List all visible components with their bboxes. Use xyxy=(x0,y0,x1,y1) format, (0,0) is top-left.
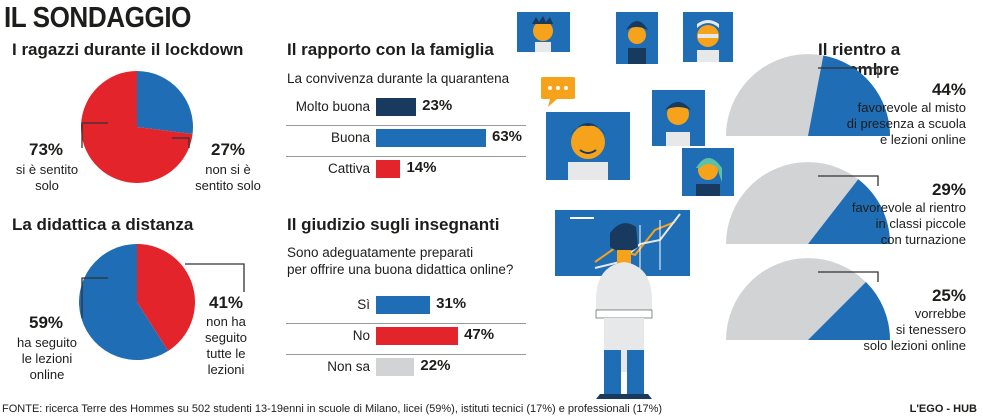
screen-6-icon xyxy=(682,148,734,196)
screen-4-icon xyxy=(546,112,630,180)
rientro-pct-1: 44% xyxy=(931,80,966,99)
insegnanti-subtitle: Sono adeguatamente preparati per offrire… xyxy=(287,244,513,278)
credit: L'EGO - HUB xyxy=(909,403,977,415)
lockdown-pie-slice-1 xyxy=(81,71,193,183)
teacher-figure-icon xyxy=(595,223,653,399)
lockdown-pie-slice-0 xyxy=(137,71,193,135)
label-line: vorrebbe xyxy=(914,306,966,321)
leader-line xyxy=(818,67,879,78)
label-line: favorevole al misto xyxy=(857,100,966,115)
rientro-gauge-value xyxy=(808,55,890,136)
famiglia-title: Il rapporto con la famiglia xyxy=(287,40,494,59)
rientro-label-2: favorevole al rientro in classi piccole … xyxy=(826,200,966,248)
label-line: favorevole al rientro xyxy=(851,200,966,215)
insegnanti-category-label: No xyxy=(352,328,370,343)
lockdown-left-pct: 73% xyxy=(28,140,64,159)
didattica-pie-slice-1 xyxy=(79,243,169,360)
label-line: con turnazione xyxy=(880,232,966,247)
page-title: IL SONDAGGIO xyxy=(4,2,191,34)
lockdown-right-pct: 27% xyxy=(210,140,246,159)
label-line: si tenessero xyxy=(895,322,966,337)
rientro-label-1: favorevole al misto di presenza a scuola… xyxy=(826,100,966,148)
lockdown-left-label: si è sentito solo xyxy=(10,162,84,194)
didattica-title: La didattica a distanza xyxy=(12,215,194,234)
insegnanti-bar xyxy=(376,358,415,376)
rientro-gauge-value xyxy=(808,282,890,340)
screen-3-icon xyxy=(683,12,733,62)
lockdown-right-label: non si è sentito solo xyxy=(186,162,270,194)
label-line: online xyxy=(29,367,65,382)
didattica-left-pct: 59% xyxy=(28,313,64,332)
didattica-right-pct: 41% xyxy=(208,293,244,312)
didattica-right-label: non ha seguito tutte le lezioni xyxy=(196,314,256,378)
label-line: si è sentito xyxy=(15,162,79,177)
label-line: di presenza a scuola xyxy=(846,116,966,131)
chat-bubble-icon xyxy=(541,77,575,107)
famiglia-category-label: Cattiva xyxy=(327,161,370,176)
famiglia-separator xyxy=(286,125,526,126)
leader-line xyxy=(818,175,879,186)
famiglia-bar xyxy=(376,160,401,178)
source-footer: FONTE: ricerca Terre des Hommes su 502 s… xyxy=(2,403,663,415)
rientro-pct-3: 25% xyxy=(931,286,966,305)
insegnanti-title: Il giudizio sugli insegnanti xyxy=(287,215,500,234)
label-line: sentito solo xyxy=(195,178,261,193)
label-line: in classi piccole xyxy=(875,216,966,231)
label-line: non si è xyxy=(205,162,251,177)
label-line: solo xyxy=(35,178,59,193)
label-line: tutte le xyxy=(206,346,246,361)
leader-line xyxy=(81,122,108,148)
famiglia-category-label: Buona xyxy=(330,130,370,145)
label-line: ha seguito xyxy=(17,335,77,350)
label-line: solo lezioni online xyxy=(863,338,966,353)
insegnanti-value-label: 31% xyxy=(436,295,467,312)
insegnanti-value-label: 22% xyxy=(420,357,451,374)
leader-line xyxy=(81,277,108,318)
rientro-pct-2: 29% xyxy=(931,180,966,199)
screen-2-icon xyxy=(616,12,658,64)
label-line: le lezioni xyxy=(21,351,73,366)
didattica-left-label: ha seguito le lezioni online xyxy=(10,335,84,383)
lockdown-title: I ragazzi durante il lockdown xyxy=(12,40,244,59)
leader-line xyxy=(818,271,879,282)
label-line: seguito xyxy=(205,330,247,345)
famiglia-value-label: 63% xyxy=(492,128,523,145)
label-line: non ha xyxy=(206,314,246,329)
subtitle-line: Sono adeguatamente preparati xyxy=(287,245,474,260)
famiglia-category-label: Molto buona xyxy=(295,99,370,114)
insegnanti-bar xyxy=(376,296,431,314)
insegnanti-category-label: Non sa xyxy=(327,359,370,374)
insegnanti-value-label: 47% xyxy=(464,326,495,343)
didattica-pie-slice-0 xyxy=(137,244,196,351)
famiglia-bar xyxy=(376,129,486,147)
leader-line xyxy=(172,137,190,148)
insegnanti-separator xyxy=(286,323,526,324)
insegnanti-category-label: Sì xyxy=(357,297,370,312)
famiglia-separator xyxy=(286,156,526,157)
rientro-gauge-value xyxy=(808,179,890,244)
subtitle-line: per offrire una buona didattica online? xyxy=(287,262,514,277)
label-line: lezioni xyxy=(207,362,245,377)
famiglia-subtitle: La convivenza durante la quarantena xyxy=(287,71,510,86)
famiglia-bar xyxy=(376,98,417,116)
insegnanti-separator xyxy=(286,354,526,355)
label-line: e lezioni online xyxy=(879,132,966,147)
leader-line xyxy=(185,263,245,292)
insegnanti-bar xyxy=(376,327,459,345)
screen-1-icon xyxy=(517,12,570,52)
famiglia-value-label: 23% xyxy=(422,97,453,114)
screen-5-icon xyxy=(652,90,705,146)
famiglia-value-label: 14% xyxy=(406,159,437,176)
rientro-label-3: vorrebbe si tenessero solo lezioni onlin… xyxy=(826,306,966,354)
